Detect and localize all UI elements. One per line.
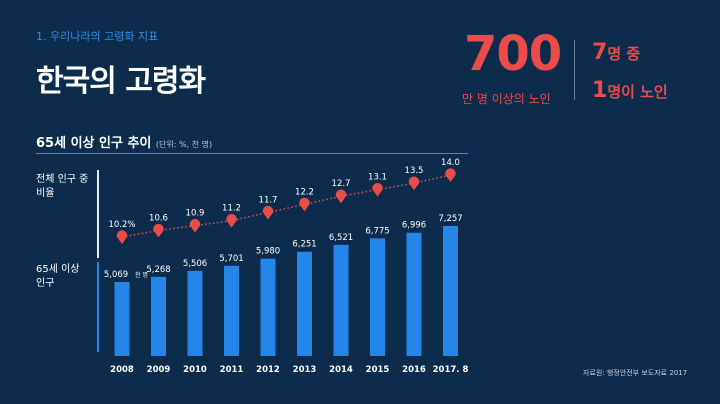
population-bar [333, 244, 349, 356]
ratio-value-label: 10.6 [149, 213, 168, 223]
population-value-label: 5,268 [146, 265, 170, 275]
ratio-value-label: 14.0 [441, 158, 460, 168]
population-value-label: 7,257 [438, 214, 462, 224]
population-value-label: 6,251 [292, 240, 316, 250]
ratio-value-label: 13.1 [368, 173, 387, 183]
ratio-line-1-number: 7 [592, 40, 608, 65]
ratio-line-2-number: 1 [592, 78, 608, 103]
ratio-point-marker [372, 183, 383, 197]
ratio-line-2: 1명이 노인 [592, 78, 668, 103]
chart-title: 65세 이상 인구 추이 (단위: %, 천 명) [36, 132, 212, 151]
population-bar [224, 265, 239, 356]
ratio-value-label: 11.7 [259, 196, 278, 206]
x-tick-label: 2011 [220, 365, 244, 375]
ratio-line-2-text: 명이 노인 [607, 83, 668, 101]
x-tick-label: 2016 [402, 365, 426, 375]
ratio-value-label: 10.9 [186, 209, 205, 219]
population-bar [187, 270, 203, 356]
population-value-label: 6,996 [402, 221, 426, 231]
elderly-count-number: 700 [464, 26, 562, 82]
population-row-label-line1: 65세 이상 [36, 264, 80, 275]
chart-title-text: 65세 이상 인구 추이 [36, 136, 152, 151]
ratio-value-label: 13.5 [405, 166, 424, 176]
x-tick-label: 2008 [110, 365, 134, 375]
population-value-label: 6,521 [329, 233, 353, 243]
population-bar [370, 238, 385, 356]
x-tick-label: 2009 [147, 365, 171, 375]
ratio-row-label-line2: 비율 [36, 188, 55, 199]
population-value-label: 5,701 [219, 254, 243, 264]
section-label: 1. 우리나라의 고령화 지표 [36, 30, 159, 43]
x-tick-label: 2013 [293, 365, 317, 375]
population-value-label: 5,506 [183, 259, 207, 269]
x-tick-label: 2010 [183, 365, 207, 375]
population-bar [260, 258, 276, 356]
ratio-row-label: 전체 인구 중 비율 [36, 173, 88, 201]
chart-title-underline [36, 153, 468, 154]
ratio-value-label: 12.7 [332, 179, 351, 189]
population-row-label-line2: 인구 [36, 278, 55, 289]
ratio-point-marker [116, 230, 128, 244]
ratio-point-marker [445, 168, 456, 182]
elderly-count-caption: 만 명 이상의 노인 [462, 92, 551, 106]
population-value-label: 6,775 [365, 226, 389, 236]
ratio-point-marker [262, 205, 274, 220]
population-bar [443, 226, 458, 356]
ratio-point-marker [408, 176, 420, 191]
population-row-label: 65세 이상 인구 [36, 263, 80, 291]
ratio-value-label: 11.2 [222, 204, 241, 214]
x-tick-label: 2012 [256, 365, 280, 375]
x-tick-label: 2014 [329, 365, 353, 375]
chart-unit: (단위: %, 천 명) [155, 140, 213, 149]
page-title: 한국의 고령화 [36, 64, 206, 99]
ratio-row-label-line1: 전체 인구 중 [36, 174, 89, 185]
x-tick-label: 2015 [366, 365, 390, 375]
ratio-point-marker [335, 189, 347, 204]
ratio-point-marker [226, 214, 237, 228]
ratio-value-label: 12.2 [295, 187, 314, 197]
highlight-divider [574, 40, 575, 100]
ratio-line-1: 7명 중 [592, 40, 640, 65]
population-bar [297, 251, 312, 356]
population-bar [406, 232, 422, 356]
ratio-point-marker [189, 218, 201, 233]
population-bar [114, 282, 130, 356]
ratio-value-label: 10.2% [108, 220, 135, 230]
ratio-line-1-text: 명 중 [607, 45, 641, 63]
population-value-label: 5,069 [104, 270, 128, 280]
ratio-point-marker [299, 197, 310, 212]
population-unit-label: 천 명 [135, 271, 148, 279]
population-value-label: 5,980 [256, 247, 280, 257]
population-bar [151, 276, 166, 356]
source-note: 자료원: 행정안전부 보도자료 2017 [583, 369, 688, 377]
x-tick-label: 2017. 8 [433, 365, 469, 375]
ratio-point-marker [153, 223, 164, 238]
